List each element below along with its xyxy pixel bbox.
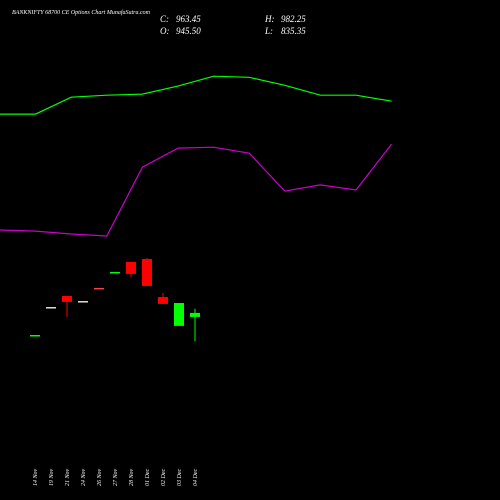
- summary-value: 945.50: [176, 26, 201, 36]
- summary-label: H:: [264, 14, 275, 24]
- x-tick-label: 02 Dec: [161, 469, 167, 486]
- summary-label: C:: [160, 14, 169, 24]
- candle-body: [62, 295, 72, 302]
- x-tick-label: 14 Nov: [32, 468, 39, 486]
- indicator-line: [0, 143, 393, 237]
- x-tick-label: 27 Nov: [113, 468, 119, 486]
- candle-body: [46, 307, 56, 309]
- candle-body: [110, 271, 120, 274]
- x-tick-label: 04 Dec: [192, 469, 199, 486]
- summary-label: L:: [264, 26, 273, 36]
- indicator-line: [0, 75, 392, 115]
- x-tick-label: 01 Dec: [145, 469, 151, 486]
- x-tick-label: 19 Nov: [49, 468, 55, 486]
- candle-body: [158, 297, 168, 304]
- x-tick-label: 26 Nov: [97, 468, 103, 486]
- candle-body: [94, 287, 104, 290]
- summary-value: 835.35: [281, 26, 306, 36]
- candle-body: [78, 301, 88, 303]
- candle-body: [174, 303, 184, 326]
- x-tick-label: 03 Dec: [177, 469, 183, 486]
- candle-body: [190, 312, 200, 317]
- summary-label: O:: [160, 26, 170, 36]
- x-tick-label: 28 Nov: [129, 468, 135, 486]
- candle-body: [126, 261, 136, 274]
- chart-title: BANKNIFTY 68700 CE Options Chart MunafaS…: [12, 9, 151, 16]
- summary-value: 963.45: [176, 14, 201, 24]
- summary-value: 982.25: [281, 14, 306, 24]
- x-tick-label: 24 Nov: [80, 468, 87, 486]
- candle-body: [142, 259, 152, 286]
- candle-body: [30, 334, 40, 337]
- x-tick-label: 21 Nov: [65, 468, 71, 486]
